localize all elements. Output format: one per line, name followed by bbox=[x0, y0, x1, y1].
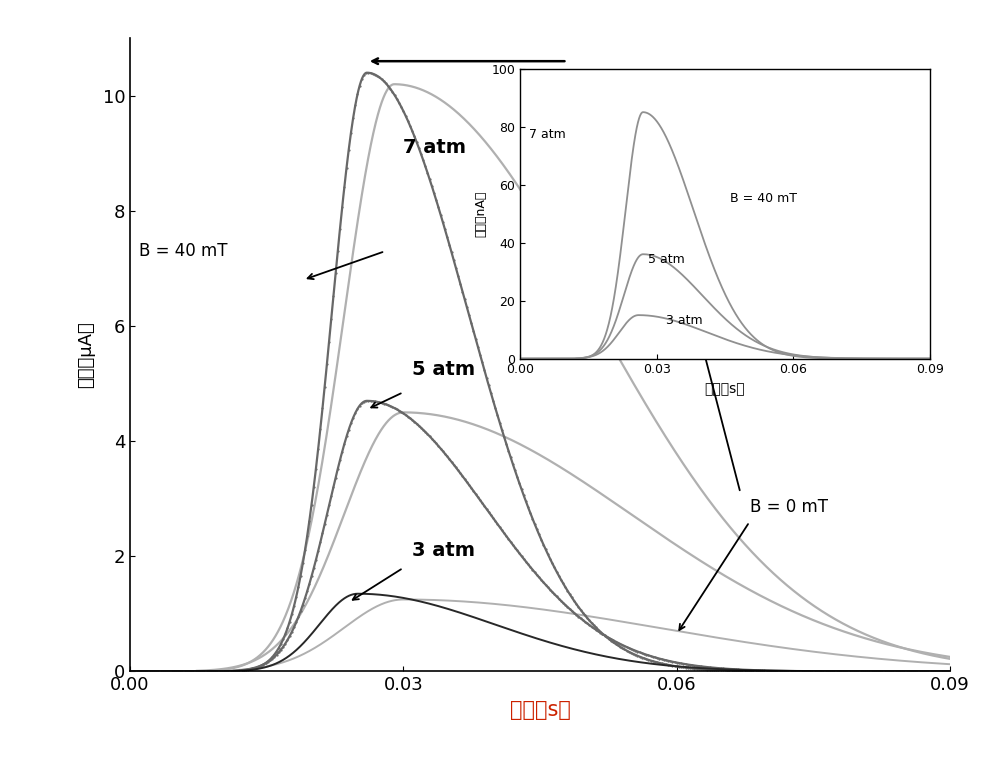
Text: B = 40 mT: B = 40 mT bbox=[139, 242, 228, 260]
Text: 5 atm: 5 atm bbox=[412, 359, 476, 378]
Text: 3 atm: 3 atm bbox=[666, 314, 702, 327]
Text: 7 atm: 7 atm bbox=[403, 138, 466, 157]
X-axis label: 时间（s）: 时间（s） bbox=[510, 700, 570, 720]
Text: B = 0 mT: B = 0 mT bbox=[750, 498, 828, 517]
X-axis label: 时间（s）: 时间（s） bbox=[705, 382, 745, 396]
Text: 7 atm: 7 atm bbox=[529, 128, 566, 141]
Y-axis label: 电流（μA）: 电流（μA） bbox=[78, 321, 96, 388]
Text: 5 atm: 5 atm bbox=[648, 253, 684, 266]
Y-axis label: 电流（nA）: 电流（nA） bbox=[474, 191, 487, 237]
Text: B = 40 mT: B = 40 mT bbox=[730, 192, 797, 205]
Text: 3 atm: 3 atm bbox=[412, 541, 475, 560]
